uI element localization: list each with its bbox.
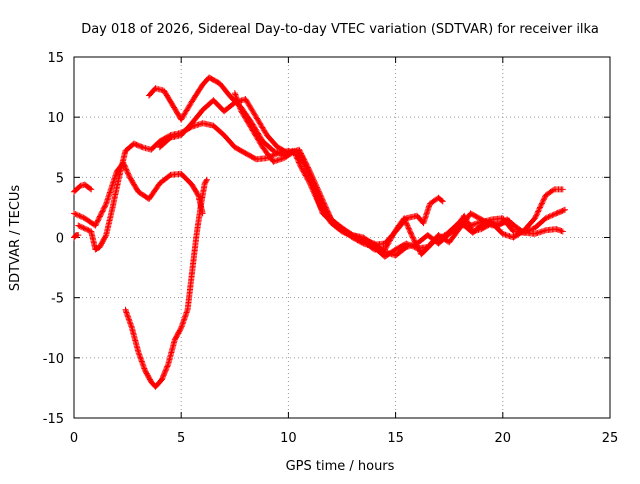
series-track-1 — [71, 181, 95, 195]
marker-trace — [122, 176, 210, 390]
series-track-6 — [156, 96, 513, 260]
marker-trace — [156, 96, 513, 260]
x-tick-label: 20 — [495, 431, 512, 446]
series-track-9 — [71, 232, 82, 241]
y-axis-label: SDTVAR / TECUs — [8, 185, 23, 292]
chart-title: Day 018 of 2026, Sidereal Day-to-day VTE… — [81, 22, 599, 37]
x-tick-label: 0 — [70, 431, 78, 446]
grid-lines — [74, 57, 610, 418]
marker-trace — [71, 232, 82, 241]
marker-trace — [452, 186, 566, 241]
y-tick-label: 15 — [47, 51, 64, 66]
y-tick-label: -10 — [43, 352, 64, 367]
y-tick-label: 5 — [56, 171, 64, 186]
series-track-2 — [71, 159, 206, 229]
x-tick-label: 5 — [177, 431, 185, 446]
series-track-8 — [452, 186, 566, 241]
x-tick-label: 10 — [280, 431, 297, 446]
axis-ticks: 0 5 10 15 20 25 -15 -10 -5 0 5 10 15 — [43, 51, 619, 446]
x-axis-label: GPS time / hours — [286, 459, 395, 474]
y-tick-label: -15 — [43, 412, 64, 427]
y-tick-label: -5 — [51, 292, 64, 307]
marker-trace — [71, 159, 206, 229]
y-tick-label: 10 — [47, 111, 64, 126]
y-tick-label: 0 — [56, 232, 64, 247]
marker-trace — [71, 181, 95, 195]
x-tick-label: 15 — [387, 431, 404, 446]
x-tick-label: 25 — [602, 431, 619, 446]
data-markers — [71, 74, 568, 390]
series-track-4 — [122, 176, 210, 390]
